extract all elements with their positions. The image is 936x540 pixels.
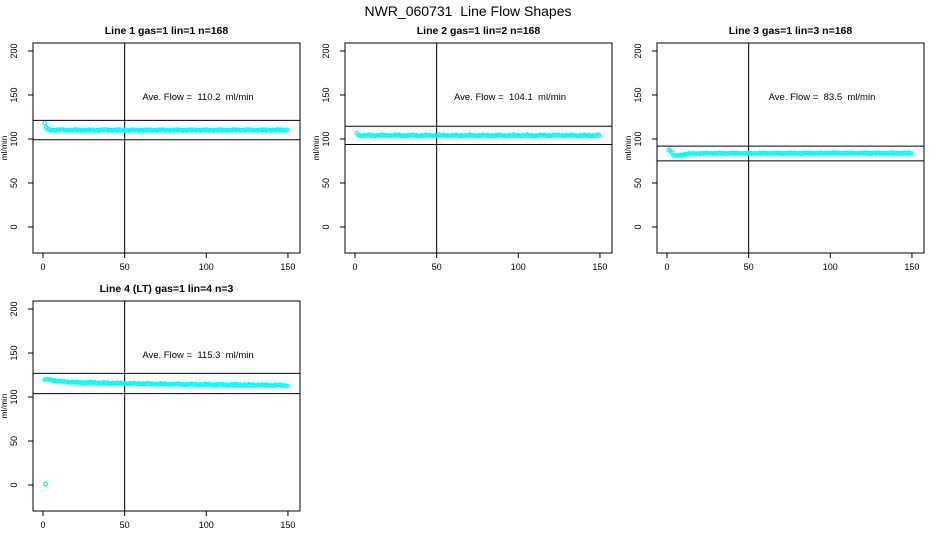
panel-title: Line 4 (LT) gas=1 lin=4 n=3	[99, 283, 234, 295]
plot-box	[32, 300, 301, 512]
chart-canvas: ml/min 0 50 100 150 0 50 100 150 200	[0, 300, 301, 530]
plot-box	[656, 42, 925, 254]
x-tick-label: 50	[120, 262, 130, 272]
y-tick-label: 100	[321, 131, 331, 146]
ave-flow-annotation: Ave. Flow = 104.1 ml/min	[453, 92, 567, 103]
x-tick-label: 100	[823, 262, 838, 272]
y-tick-label: 100	[9, 131, 19, 146]
data-points	[42, 376, 290, 487]
y-axis: 0 50 100 150 200	[321, 43, 345, 230]
y-tick-label: 200	[633, 43, 643, 58]
data-points	[354, 130, 602, 139]
x-tick-label: 50	[744, 262, 754, 272]
y-axis: 0 50 100 150 200	[633, 43, 657, 230]
y-tick-label: 150	[633, 87, 643, 102]
x-axis: 0 50 100 150	[664, 253, 919, 272]
y-tick-label: 0	[321, 224, 331, 229]
y-tick-label: 200	[9, 301, 19, 316]
x-tick-label: 100	[511, 262, 526, 272]
page-title: NWR_060731 Line Flow Shapes	[364, 3, 572, 19]
y-tick-label: 200	[321, 43, 331, 58]
plot-box	[32, 42, 301, 254]
panel-line-4: ml/min 0 50 100 150 0 50 100 150 200 Line 4 (LT)…	[0, 283, 312, 539]
x-tick-label: 100	[199, 262, 214, 272]
panel-line-2: ml/min 0 50 100 150 0 50 100 150 200 Line 2 gas=…	[312, 25, 624, 281]
x-tick-label: 50	[432, 262, 442, 272]
y-tick-label: 0	[9, 224, 19, 229]
x-tick-label: 150	[280, 520, 295, 530]
y-axis-label: ml/min	[312, 135, 321, 160]
y-tick-label: 150	[9, 345, 19, 360]
x-tick-label: 50	[120, 520, 130, 530]
y-axis-label: ml/min	[0, 135, 9, 160]
chart-canvas: ml/min 0 50 100 150 0 50 100 150 200	[0, 42, 301, 272]
panel-line-3: ml/min 0 50 100 150 0 50 100 150 200 Line 3 gas=…	[624, 25, 936, 281]
outlier-point	[43, 481, 48, 487]
x-axis: 0 50 100 150	[352, 253, 607, 272]
data-points	[42, 120, 290, 134]
y-tick-label: 150	[321, 87, 331, 102]
y-axis: 0 50 100 150 200	[9, 301, 33, 488]
x-tick-label: 0	[40, 262, 45, 272]
data-points	[666, 147, 914, 159]
y-tick-label: 150	[9, 87, 19, 102]
y-tick-label: 200	[9, 43, 19, 58]
y-axis-label: ml/min	[624, 135, 633, 160]
panel-line-1: ml/min 0 50 100 150 0 50 100 150 200 Line 1 gas=…	[0, 25, 312, 281]
ave-flow-annotation: Ave. Flow = 83.5 ml/min	[768, 92, 876, 103]
y-tick-label: 0	[633, 224, 643, 229]
x-tick-label: 100	[199, 520, 214, 530]
panel-title: Line 2 gas=1 lin=2 n=168	[416, 25, 541, 37]
y-tick-label: 100	[633, 131, 643, 146]
panel-title: Line 1 gas=1 lin=1 n=168	[104, 25, 229, 37]
y-tick-label: 50	[9, 178, 19, 188]
y-tick-label: 0	[9, 482, 19, 487]
y-tick-label: 50	[321, 178, 331, 188]
x-tick-label: 150	[592, 262, 607, 272]
y-tick-label: 100	[9, 389, 19, 404]
chart-canvas: ml/min 0 50 100 150 0 50 100 150 200	[624, 42, 925, 272]
y-tick-label: 50	[633, 178, 643, 188]
x-axis: 0 50 100 150	[40, 253, 295, 272]
chart-canvas: ml/min 0 50 100 150 0 50 100 150 200	[312, 42, 613, 272]
y-tick-label: 50	[9, 436, 19, 446]
x-tick-label: 0	[664, 262, 669, 272]
x-tick-label: 0	[352, 262, 357, 272]
ave-flow-annotation: Ave. Flow = 110.2 ml/min	[142, 92, 254, 103]
x-tick-label: 150	[280, 262, 295, 272]
y-axis-label: ml/min	[0, 393, 9, 418]
x-axis: 0 50 100 150	[40, 511, 295, 530]
x-tick-label: 0	[40, 520, 45, 530]
ave-flow-annotation: Ave. Flow = 115.3 ml/min	[142, 350, 254, 361]
x-tick-label: 150	[904, 262, 919, 272]
y-axis: 0 50 100 150 200	[9, 43, 33, 230]
panel-title: Line 3 gas=1 lin=3 n=168	[728, 25, 853, 37]
plot-box	[344, 42, 613, 254]
